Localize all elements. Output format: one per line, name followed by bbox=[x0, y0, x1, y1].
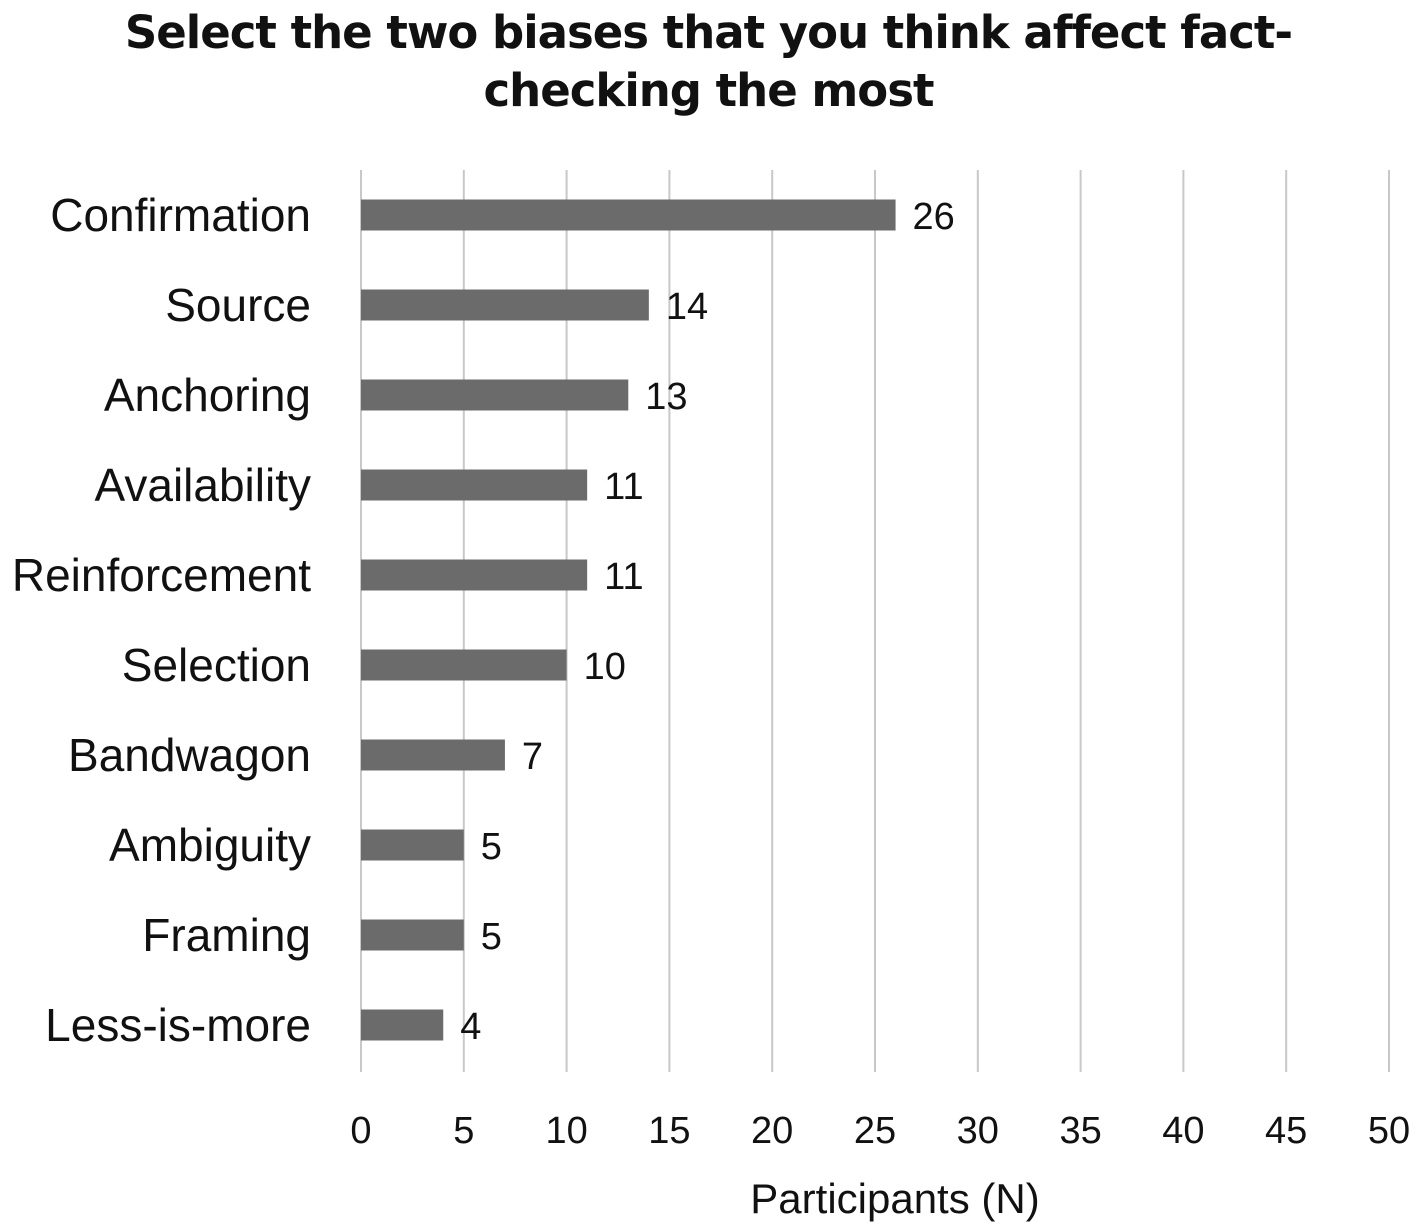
category-label-reinforcement: Reinforcement bbox=[12, 549, 311, 601]
x-tick-label-35: 35 bbox=[1059, 1110, 1101, 1152]
x-tick-label-40: 40 bbox=[1162, 1110, 1204, 1152]
category-label-selection: Selection bbox=[122, 639, 311, 691]
x-tick-labels: 0 5 10 15 20 25 30 35 40 45 50 bbox=[350, 1110, 1410, 1152]
bar-selection bbox=[361, 649, 567, 681]
x-tick-label-10: 10 bbox=[545, 1110, 587, 1152]
bar-source bbox=[361, 289, 649, 321]
category-label-framing: Framing bbox=[142, 909, 311, 961]
x-tick-label-30: 30 bbox=[957, 1110, 999, 1152]
bars bbox=[361, 199, 896, 1041]
bar-reinforcement bbox=[361, 559, 588, 591]
x-tick-label-15: 15 bbox=[648, 1110, 690, 1152]
x-tick-label-5: 5 bbox=[453, 1110, 474, 1152]
bar-less-is-more bbox=[361, 1009, 444, 1041]
data-label-selection: 10 bbox=[584, 646, 626, 688]
category-label-source: Source bbox=[165, 279, 311, 331]
x-axis-title: Participants (N) bbox=[750, 1175, 1039, 1222]
bar-anchoring bbox=[361, 379, 629, 411]
data-labels: 26 14 13 11 11 10 7 5 5 4 bbox=[460, 196, 955, 1048]
x-tick-label-50: 50 bbox=[1368, 1110, 1410, 1152]
chart-title-line-2: checking the most bbox=[483, 64, 934, 117]
bar-bandwagon bbox=[361, 739, 505, 771]
category-label-bandwagon: Bandwagon bbox=[68, 729, 311, 781]
x-tick-label-45: 45 bbox=[1265, 1110, 1307, 1152]
data-label-availability: 11 bbox=[604, 466, 643, 508]
data-label-confirmation: 26 bbox=[913, 196, 955, 238]
category-label-anchoring: Anchoring bbox=[104, 369, 311, 421]
data-label-ambiguity: 5 bbox=[481, 826, 502, 868]
bar-ambiguity bbox=[361, 829, 464, 861]
data-label-bandwagon: 7 bbox=[522, 736, 543, 778]
data-label-anchoring: 13 bbox=[645, 376, 687, 418]
chart-title: Select the two biases that you think aff… bbox=[0, 4, 1417, 120]
x-tick-label-25: 25 bbox=[854, 1110, 896, 1152]
data-label-framing: 5 bbox=[481, 916, 502, 958]
bar-availability bbox=[361, 469, 588, 501]
category-label-ambiguity: Ambiguity bbox=[109, 819, 311, 871]
bar-framing bbox=[361, 919, 464, 951]
gridlines bbox=[360, 170, 1390, 1072]
x-tick-label-20: 20 bbox=[751, 1110, 793, 1152]
data-label-less-is-more: 4 bbox=[460, 1006, 481, 1048]
x-tick-label-0: 0 bbox=[350, 1110, 371, 1152]
data-label-reinforcement: 11 bbox=[604, 556, 643, 598]
category-labels: Confirmation Source Anchoring Availability R… bbox=[12, 189, 311, 1051]
category-label-availability: Availability bbox=[95, 459, 311, 511]
category-label-less-is-more: Less-is-more bbox=[45, 999, 311, 1051]
chart-title-line-1: Select the two biases that you think aff… bbox=[124, 6, 1293, 59]
data-label-source: 14 bbox=[666, 286, 708, 328]
bar-confirmation bbox=[361, 199, 896, 231]
category-label-confirmation: Confirmation bbox=[50, 189, 311, 241]
